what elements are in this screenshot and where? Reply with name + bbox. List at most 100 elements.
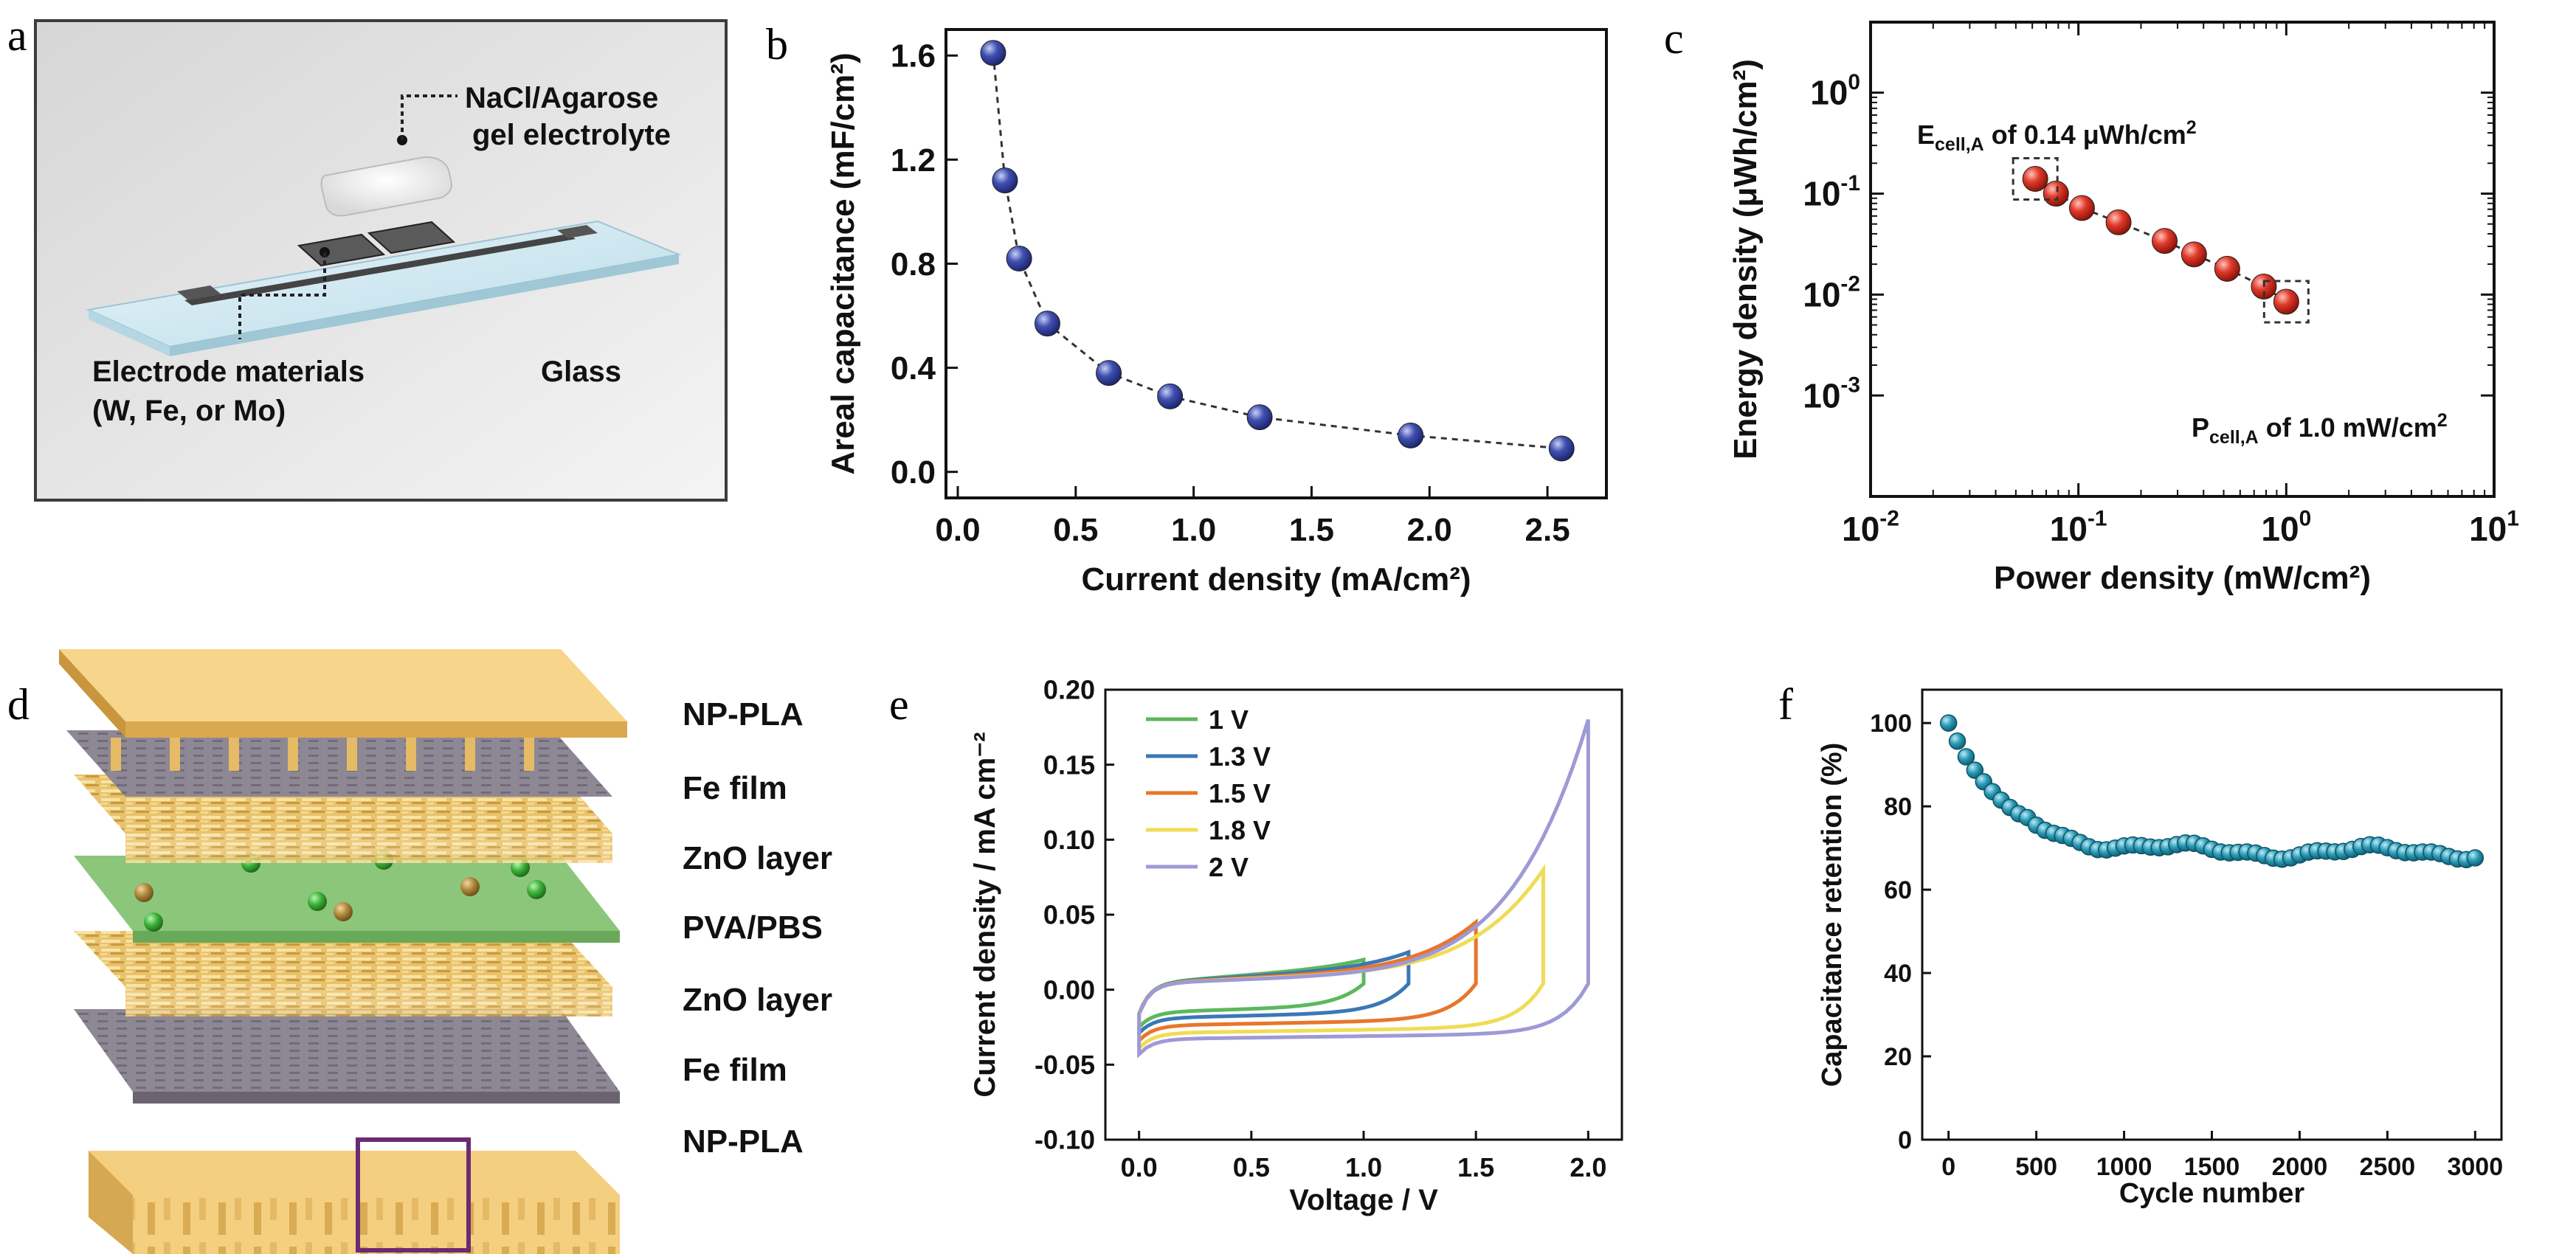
data-point [2022, 165, 2048, 192]
panel-letter-c: c [1664, 14, 1684, 63]
glass-side [89, 310, 170, 356]
data-point [2105, 209, 2132, 235]
y-tick-label: 20 [1884, 1043, 1912, 1071]
x-tick-label: 1.0 [1171, 512, 1216, 548]
y-tick-label: 80 [1884, 793, 1912, 821]
label-electrolyte-line2: gel electrolyte [472, 119, 671, 151]
panel-a: a NaCl/Agarose gel electrolyte Electrode… [7, 11, 728, 502]
layer-label-7: NP-PLA [683, 1123, 804, 1160]
data-point [980, 40, 1006, 66]
layer-label-6: Fe film [683, 1052, 787, 1088]
label-electrolyte-line1: NaCl/Agarose [465, 82, 658, 114]
y-tick-label: 0.0 [891, 454, 936, 491]
fe-film-top [66, 730, 612, 797]
y-tick-label: 0.4 [891, 350, 936, 387]
data-point [2152, 228, 2178, 254]
electrode-line [184, 234, 576, 305]
label-glass: Glass [541, 356, 621, 388]
layer-stack-illustration [59, 649, 627, 1254]
fe-film-bottom-edge [133, 1092, 620, 1104]
electrode-pad-left [297, 233, 386, 267]
chart-b: 0.0 0.5 1.0 1.5 2.0 2.5 0.0 0.4 0.8 1.2 1.6 Current… [825, 28, 1608, 597]
y-axis-label: Capacitance retention (%) [1817, 743, 1848, 1087]
label-electrode-line1: Electrode materials [92, 356, 365, 388]
electrode-pad-right [367, 221, 456, 254]
pva-pbs-edge [133, 931, 620, 943]
data-point [1006, 245, 1032, 271]
y-tick-label: 100 [1810, 70, 1860, 112]
x-axis-label: Power density (mW/cm²) [1994, 560, 2371, 596]
gel-electrolyte [320, 156, 453, 217]
data-point [1398, 422, 1424, 448]
dashed-guide-line [992, 52, 1562, 450]
zno-layer-bottom [74, 931, 612, 987]
x-tick-label: 0 [1941, 1153, 1955, 1181]
data-point [1246, 404, 1273, 431]
np-pla-bottom-side [89, 1151, 133, 1254]
legend-label: 1.8 V [1209, 815, 1271, 845]
x-tick-label: 0.0 [1121, 1152, 1158, 1182]
y-tick-label: 10-2 [1803, 272, 1860, 314]
data-point [1939, 714, 1958, 732]
x-axis-label: Voltage / V [1289, 1184, 1438, 1216]
data-point [2180, 241, 2207, 268]
np-pla-top [59, 649, 627, 771]
np-pla-bottom-top [89, 1151, 620, 1195]
data-point [2273, 288, 2299, 315]
legend-label: 1.3 V [1209, 741, 1271, 772]
x-tick-label: 2.5 [1525, 512, 1570, 548]
x-tick-label: 2000 [2272, 1153, 2328, 1181]
panel-e: e 0.0 0.5 1.0 1.5 2.0-0.10-0.050.000.050.100… [889, 675, 1623, 1216]
x-tick-label: 0.5 [1053, 512, 1098, 548]
panel-b: b 0.0 0.5 1.0 1.5 2.0 2.5 0.0 0.4 0.8 1.2 1.6 Curre… [766, 20, 1608, 597]
annotation-power: Pcell,A of 1.0 mW/cm2 [2192, 410, 2448, 448]
panel-c: c 10-2 10-1 100 101 10-3 10-2 10-1 100 Power den… [1664, 14, 2519, 596]
y-tick-label: 100 [1870, 710, 1912, 738]
y-tick-label: -0.10 [1035, 1125, 1095, 1155]
cv-loop-5 [1137, 718, 1590, 1059]
data-point [1157, 383, 1184, 409]
zno-layer-bottom-edge [125, 987, 612, 1016]
panel-letter-d: d [7, 680, 30, 729]
contact-pad-left [177, 285, 221, 300]
x-tick-label: 100 [2261, 506, 2311, 548]
y-axis-label: Areal capacitance (mF/cm²) [825, 52, 861, 474]
y-tick-label: 0.05 [1043, 900, 1095, 930]
y-tick-label: 0.8 [891, 246, 936, 283]
legend-label: 1.5 V [1209, 778, 1271, 808]
chart-e: 0.0 0.5 1.0 1.5 2.0 -0.10 -0.05 0.00 0.05 0.10 0.1… [969, 675, 1623, 1216]
data-point [1966, 761, 1984, 779]
plot-frame [945, 28, 1608, 499]
data-point [2068, 195, 2095, 221]
layer-label-5: ZnO layer [683, 982, 832, 1018]
panel-letter-e: e [889, 680, 909, 729]
panel-d: d [7, 649, 832, 1254]
y-axis-label: Current density / mA cm⁻² [969, 732, 1001, 1097]
x-tick-label: 2500 [2360, 1153, 2416, 1181]
data-point [2214, 255, 2240, 282]
highlight-box [2262, 280, 2310, 324]
x-tick-label: 0.5 [1233, 1152, 1270, 1182]
x-tick-label: 101 [2469, 506, 2519, 548]
legend-label: 2 V [1209, 852, 1249, 882]
layer-label-2: Fe film [683, 770, 787, 806]
highlight-box [2012, 156, 2059, 201]
y-tick-label: 10-1 [1803, 171, 1860, 213]
y-tick-label: 0.20 [1043, 675, 1095, 705]
data-point [2466, 849, 2485, 867]
layer-label-1: NP-PLA [683, 696, 804, 732]
x-tick-label: 500 [2015, 1153, 2057, 1181]
layer-label-4: PVA/PBS [683, 910, 823, 946]
x-tick-label: 0.0 [935, 512, 980, 548]
data-point [2043, 180, 2069, 207]
label-electrode-line2: (W, Fe, or Mo) [92, 395, 286, 427]
data-point [1548, 435, 1575, 462]
data-point [1034, 311, 1060, 337]
layer-label-3: ZnO layer [683, 840, 832, 876]
data-point [1096, 360, 1122, 387]
chart-c: 10-2 10-1 100 101 10-3 10-2 10-1 100 Power densi… [1727, 21, 2519, 596]
y-tick-label: 0.00 [1043, 974, 1095, 1005]
zoom-box [356, 1137, 471, 1253]
glass-edge [170, 254, 679, 356]
